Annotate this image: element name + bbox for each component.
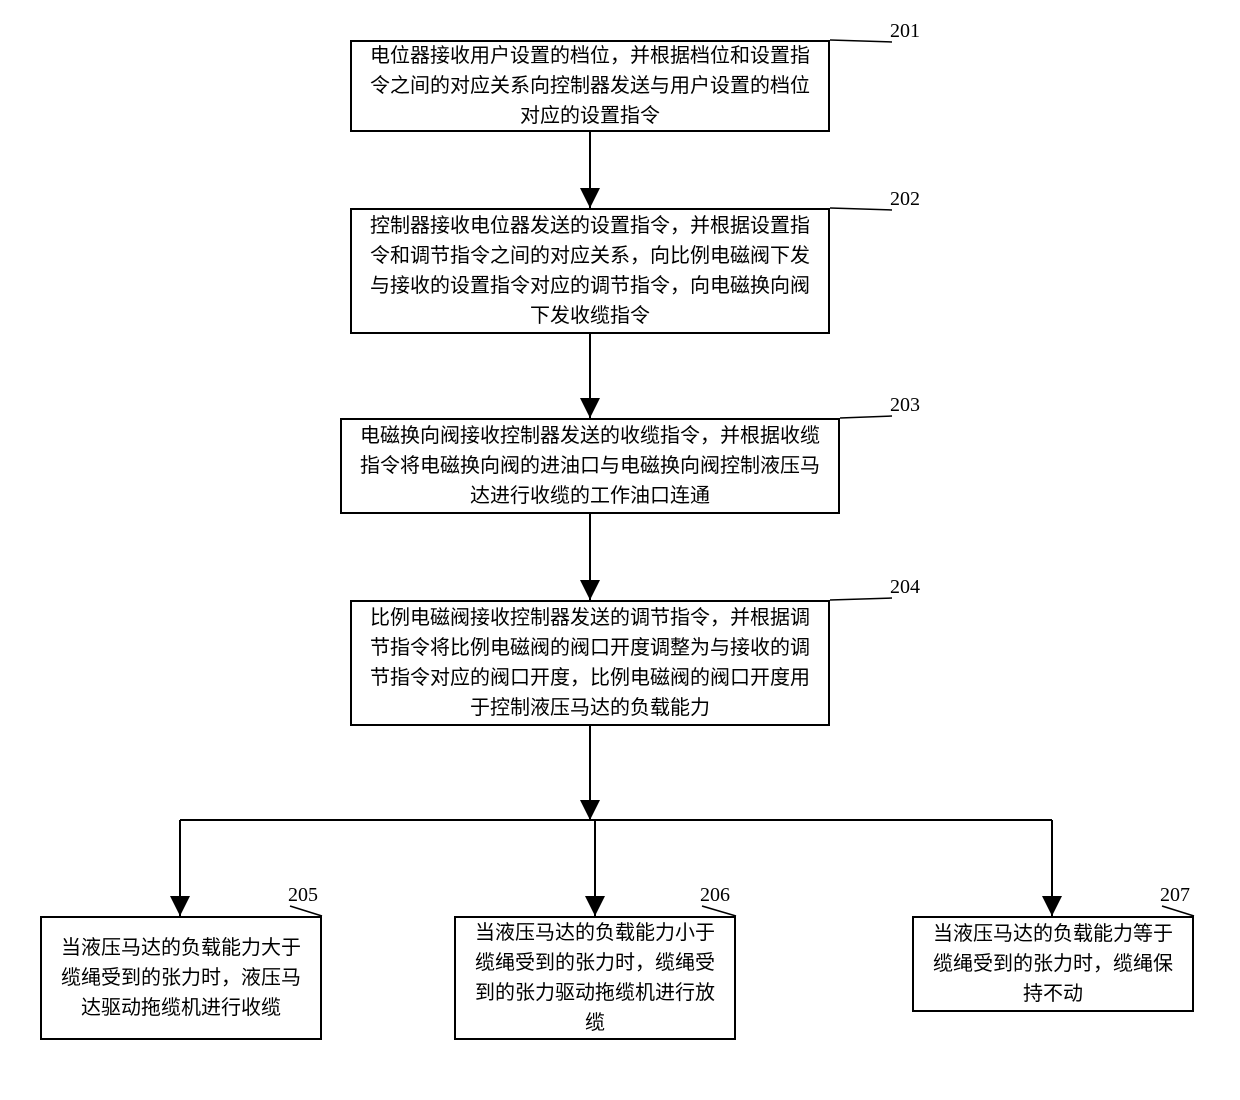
node-text: 当液压马达的负载能力小于缆绳受到的张力时，缆绳受到的张力驱动拖缆机进行放缆	[466, 918, 724, 1038]
flowchart-node-203: 电磁换向阀接收控制器发送的收缆指令，并根据收缆指令将电磁换向阀的进油口与电磁换向…	[340, 418, 840, 514]
flowchart-node-207: 当液压马达的负载能力等于缆绳受到的张力时，缆绳保持不动	[912, 916, 1194, 1012]
node-label-205: 205	[288, 884, 318, 907]
flowchart-node-204: 比例电磁阀接收控制器发送的调节指令，并根据调节指令将比例电磁阀的阀口开度调整为与…	[350, 600, 830, 726]
flowchart-node-206: 当液压马达的负载能力小于缆绳受到的张力时，缆绳受到的张力驱动拖缆机进行放缆	[454, 916, 736, 1040]
flowchart-diagram: 电位器接收用户设置的档位，并根据档位和设置指令之间的对应关系向控制器发送与用户设…	[20, 20, 1220, 1080]
node-label-201: 201	[890, 20, 920, 43]
node-label-202: 202	[890, 188, 920, 211]
node-text: 比例电磁阀接收控制器发送的调节指令，并根据调节指令将比例电磁阀的阀口开度调整为与…	[362, 603, 818, 723]
node-text: 控制器接收电位器发送的设置指令，并根据设置指令和调节指令之间的对应关系，向比例电…	[362, 211, 818, 331]
node-text: 电位器接收用户设置的档位，并根据档位和设置指令之间的对应关系向控制器发送与用户设…	[362, 41, 818, 131]
node-text: 当液压马达的负载能力等于缆绳受到的张力时，缆绳保持不动	[924, 919, 1182, 1009]
node-text: 当液压马达的负载能力大于缆绳受到的张力时，液压马达驱动拖缆机进行收缆	[52, 933, 310, 1023]
flowchart-node-201: 电位器接收用户设置的档位，并根据档位和设置指令之间的对应关系向控制器发送与用户设…	[350, 40, 830, 132]
node-label-206: 206	[700, 884, 730, 907]
flowchart-node-202: 控制器接收电位器发送的设置指令，并根据设置指令和调节指令之间的对应关系，向比例电…	[350, 208, 830, 334]
node-text: 电磁换向阀接收控制器发送的收缆指令，并根据收缆指令将电磁换向阀的进油口与电磁换向…	[352, 421, 828, 511]
flowchart-node-205: 当液压马达的负载能力大于缆绳受到的张力时，液压马达驱动拖缆机进行收缆	[40, 916, 322, 1040]
node-label-204: 204	[890, 576, 920, 599]
node-label-203: 203	[890, 394, 920, 417]
node-label-207: 207	[1160, 884, 1190, 907]
